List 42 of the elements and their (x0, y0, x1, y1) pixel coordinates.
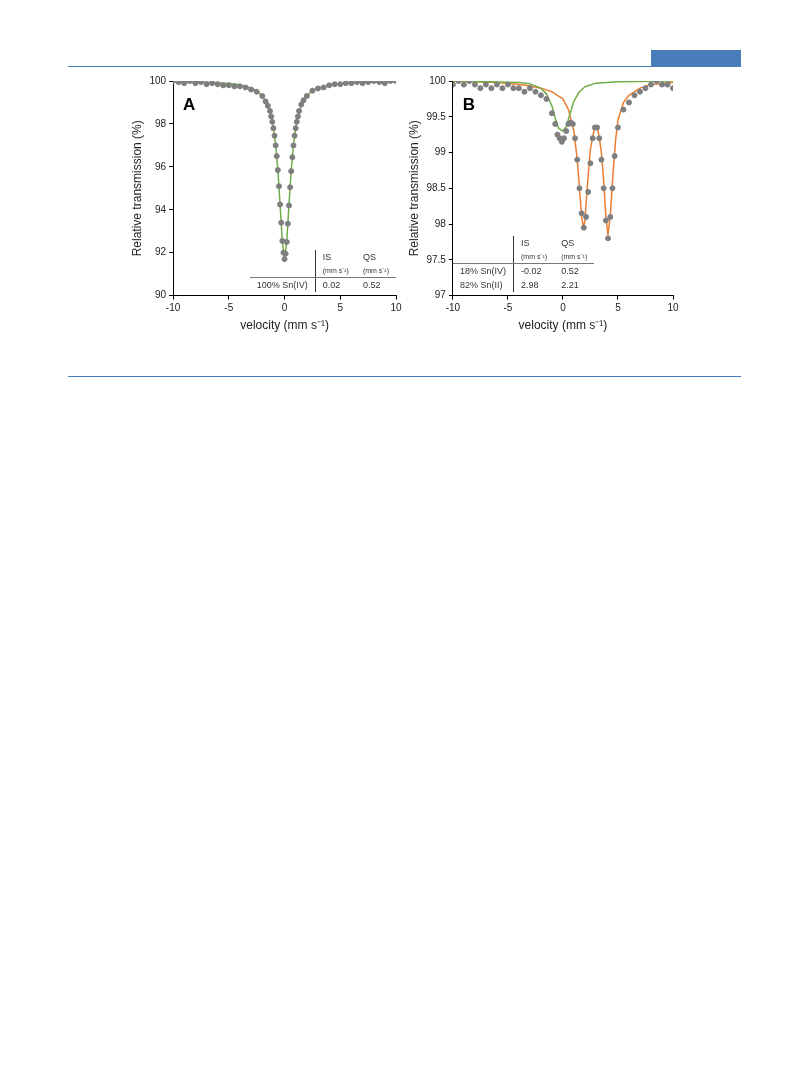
annotation: 18% Sn(IV) (453, 263, 514, 278)
x-tick-label: 10 (667, 302, 679, 314)
y-tick-label: 90 (154, 289, 167, 301)
y-tick-label: 94 (154, 203, 167, 215)
annotation: 2.21 (560, 279, 580, 292)
x-axis-title: velocity (mm s⁻¹) (240, 318, 329, 333)
y-tick-label: 97.5 (426, 253, 447, 265)
annotation: -0.02 (520, 265, 543, 278)
y-tick-label: 97 (434, 289, 447, 301)
annotation: IS (520, 237, 531, 250)
y-tick-label: 98.5 (426, 182, 447, 194)
x-tick-label: 5 (615, 302, 622, 314)
annotation: QS (560, 237, 576, 250)
annotation: 2.98 (520, 279, 540, 292)
x-tick-label: 10 (390, 302, 402, 314)
y-axis-title: Relative transmission (%) (406, 120, 421, 257)
text: B (462, 95, 476, 115)
y-axis-title: Relative transmission (%) (129, 120, 144, 257)
annotation: IS (321, 251, 333, 264)
x-tick-label: -5 (224, 302, 234, 314)
x-tick-label: 5 (337, 302, 344, 314)
y-tick-label: 98 (154, 117, 167, 129)
annotation: 100% Sn(IV) (249, 277, 316, 292)
text: A (183, 95, 196, 115)
x-tick-label: -10 (445, 302, 461, 314)
x-tick-label: 0 (560, 302, 567, 314)
x-axis-title: velocity (mm s⁻¹) (518, 318, 608, 333)
y-tick-label: 99.5 (426, 110, 447, 122)
y-tick-label: 98 (434, 217, 447, 229)
annotation: 82% Sn(II) (453, 278, 514, 292)
y-tick-label: 99 (434, 146, 447, 158)
annotation: 0.02 (321, 279, 342, 292)
x-tick-label: -10 (165, 302, 181, 314)
x-tick-label: 0 (281, 302, 288, 314)
annotation: QS (361, 251, 377, 264)
y-tick-label: 100 (429, 74, 447, 86)
y-tick-label: 96 (154, 160, 167, 172)
annotation: 0.52 (361, 279, 382, 292)
x-tick-label: -5 (503, 302, 513, 314)
annotation: 0.52 (560, 265, 580, 278)
y-tick-label: 92 (154, 246, 167, 258)
y-tick-label: 100 (149, 74, 167, 86)
